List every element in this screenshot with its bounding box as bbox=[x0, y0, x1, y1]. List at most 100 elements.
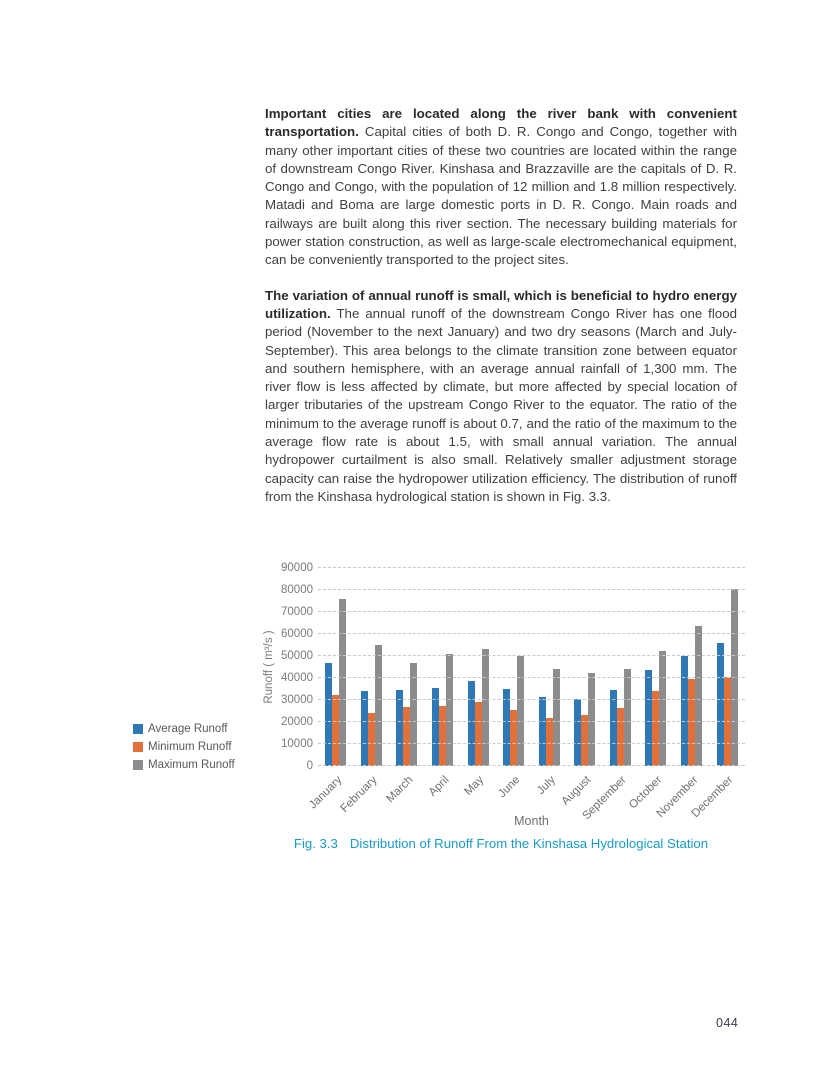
paragraph-body: Capital cities of both D. R. Congo and C… bbox=[265, 124, 737, 268]
bar-group bbox=[709, 568, 745, 766]
bar bbox=[474, 702, 482, 766]
gridline bbox=[318, 589, 745, 590]
gridline bbox=[318, 743, 745, 744]
y-tick-label: 10000 bbox=[281, 738, 313, 751]
x-tick-label: May bbox=[462, 774, 487, 798]
y-tick-label: 70000 bbox=[281, 606, 313, 618]
bar bbox=[510, 709, 518, 766]
bar bbox=[681, 656, 689, 766]
gridline bbox=[318, 765, 745, 766]
x-tick-label: August bbox=[559, 774, 594, 808]
bar-group bbox=[460, 568, 496, 766]
legend-swatch-minimum-icon bbox=[133, 742, 143, 752]
bar bbox=[339, 598, 347, 766]
gridline bbox=[318, 699, 745, 701]
paragraph-lead: The variation of annual runoff is small,… bbox=[265, 287, 737, 321]
legend-item-maximum: Maximum Runoff bbox=[133, 756, 235, 774]
y-tick-label: 40000 bbox=[281, 672, 313, 685]
legend-swatch-average-icon bbox=[133, 724, 143, 734]
paragraph-body: The annual runoff of the downstream Cong… bbox=[265, 305, 737, 504]
bar bbox=[552, 669, 560, 766]
y-tick-label: 90000 bbox=[281, 562, 313, 574]
bar bbox=[374, 645, 382, 766]
bar bbox=[403, 706, 411, 766]
bar bbox=[645, 670, 653, 766]
bar bbox=[439, 705, 447, 766]
y-tick-label: 20000 bbox=[281, 716, 313, 729]
bar bbox=[688, 679, 696, 766]
x-axis-title: Month bbox=[514, 814, 549, 828]
bar bbox=[616, 707, 624, 766]
bar-group bbox=[318, 568, 354, 766]
body-text: Important cities are located along the r… bbox=[265, 105, 737, 506]
bar bbox=[432, 687, 440, 766]
x-tick-label: July bbox=[534, 774, 558, 797]
gridline bbox=[318, 633, 745, 635]
bar bbox=[396, 690, 404, 766]
plot-area bbox=[318, 567, 745, 766]
x-tick-label: April bbox=[426, 774, 452, 799]
bar bbox=[481, 649, 489, 766]
page-number: 044 bbox=[716, 1016, 739, 1030]
bar bbox=[659, 650, 667, 766]
bar bbox=[538, 696, 546, 766]
legend-item-average: Average Runoff bbox=[133, 720, 235, 738]
y-tick-label: 30000 bbox=[281, 694, 313, 707]
legend-label: Maximum Runoff bbox=[148, 759, 235, 771]
bar-group bbox=[674, 568, 710, 766]
y-tick-label: 80000 bbox=[281, 584, 313, 597]
bar bbox=[325, 662, 333, 766]
figure-caption: Fig. 3.3 Distribution of Runoff From the … bbox=[265, 836, 737, 851]
bar bbox=[517, 656, 525, 766]
legend-label: Minimum Runoff bbox=[148, 741, 232, 753]
bar-group bbox=[389, 568, 425, 766]
bar bbox=[360, 691, 368, 766]
gridline bbox=[318, 677, 745, 678]
figure-caption-text: Distribution of Runoff From the Kinshasa… bbox=[349, 836, 709, 851]
bar-group bbox=[603, 568, 639, 766]
runoff-bar-chart: Average Runoff Minimum Runoff Maximum Ru… bbox=[133, 560, 747, 860]
bar bbox=[367, 713, 375, 766]
bar bbox=[467, 681, 475, 766]
y-tick-label: 0 bbox=[306, 760, 313, 772]
y-axis-ticks: 0 10000 20000 30000 40000 50000 60000 70000 8000… bbox=[273, 562, 313, 772]
gridline bbox=[318, 655, 745, 656]
bar bbox=[695, 626, 703, 766]
bar-group bbox=[496, 568, 532, 766]
y-tick-label: 60000 bbox=[281, 628, 313, 641]
x-tick-label: March bbox=[384, 774, 416, 806]
bar bbox=[503, 689, 511, 766]
bar bbox=[410, 662, 418, 766]
bar bbox=[574, 698, 582, 766]
bar bbox=[545, 717, 553, 766]
bar bbox=[609, 690, 617, 766]
y-tick-label: 50000 bbox=[281, 650, 313, 662]
x-tick-label: June bbox=[496, 774, 523, 801]
bar bbox=[446, 653, 454, 766]
bar-group bbox=[531, 568, 567, 766]
bar bbox=[581, 715, 589, 766]
bar bbox=[716, 642, 724, 766]
bar bbox=[623, 669, 631, 766]
x-tick-label: February bbox=[338, 774, 380, 816]
bar-group bbox=[567, 568, 603, 766]
legend-swatch-maximum-icon bbox=[133, 760, 143, 770]
figure-caption-number: Fig. 3.3 bbox=[293, 836, 338, 851]
paragraph-runoff-variation: The variation of annual runoff is small,… bbox=[265, 287, 737, 507]
bar-groups bbox=[318, 568, 745, 766]
paragraph-transportation: Important cities are located along the r… bbox=[265, 105, 737, 270]
bar bbox=[588, 672, 596, 766]
gridline bbox=[318, 611, 745, 612]
bar-group bbox=[425, 568, 461, 766]
gridline bbox=[318, 721, 745, 722]
bar bbox=[332, 694, 340, 766]
legend-item-minimum: Minimum Runoff bbox=[133, 738, 235, 756]
bar bbox=[652, 691, 660, 766]
bar-group bbox=[354, 568, 390, 766]
paragraph-lead: Important cities are located along the r… bbox=[265, 106, 737, 140]
legend-label: Average Runoff bbox=[148, 723, 228, 735]
bar-group bbox=[638, 568, 674, 766]
gridline bbox=[318, 567, 745, 568]
chart-legend: Average Runoff Minimum Runoff Maximum Ru… bbox=[133, 720, 235, 774]
